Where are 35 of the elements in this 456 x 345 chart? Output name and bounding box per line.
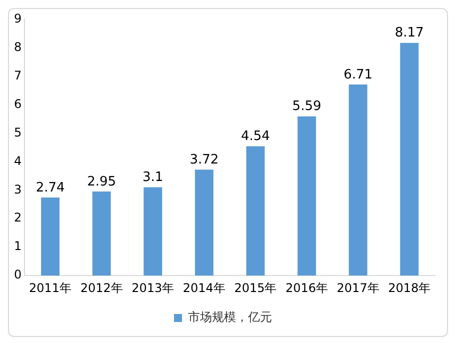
- y-tick-label: 7: [14, 68, 22, 82]
- data-label: 3.1: [142, 170, 164, 186]
- y-tick-label: 1: [14, 239, 22, 254]
- x-tick-label: 2016年: [285, 280, 328, 295]
- x-tick-label: 2012年: [80, 280, 123, 295]
- data-label: 2.95: [87, 174, 116, 190]
- y-tick-label: 8: [14, 40, 22, 54]
- data-label: 6.71: [344, 67, 373, 82]
- y-tick-label: 2: [14, 210, 22, 225]
- bar: [298, 116, 316, 276]
- y-tick-label: 6: [14, 96, 22, 111]
- data-label: 5.59: [292, 99, 322, 114]
- data-label: 8.17: [394, 26, 424, 41]
- x-tick-label: 2013年: [132, 280, 174, 295]
- data-label: 3.72: [190, 152, 219, 168]
- bar: [92, 192, 111, 276]
- bar: [246, 146, 265, 276]
- x-tick-label: 2014年: [182, 280, 226, 295]
- x-tick-label: 2017年: [336, 280, 380, 295]
- bar: [194, 170, 214, 276]
- bar: [144, 187, 162, 276]
- data-label: 4.54: [240, 129, 270, 144]
- bar: [400, 42, 419, 276]
- x-tick-label: 2018年: [388, 280, 431, 295]
- y-tick-label: 9: [14, 11, 22, 26]
- data-label: 2.74: [36, 180, 65, 196]
- x-tick-label: 2011年: [29, 280, 72, 295]
- y-tick-label: 3: [14, 182, 22, 196]
- legend-label: 市场规模，亿元: [188, 310, 272, 324]
- y-tick-label: 4: [14, 154, 22, 168]
- bar: [41, 198, 60, 276]
- y-tick-label: 0: [14, 268, 22, 282]
- bar: [348, 84, 368, 276]
- x-tick-label: 2015年: [234, 280, 277, 295]
- y-tick-label: 5: [14, 125, 22, 140]
